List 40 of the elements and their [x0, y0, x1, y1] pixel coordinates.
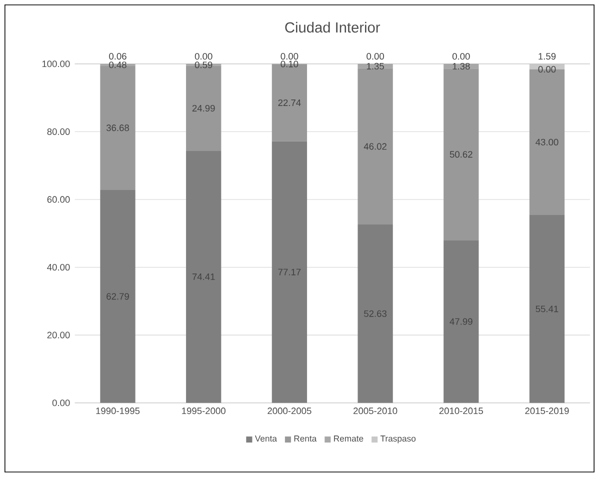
- data-label: 1.38: [452, 62, 470, 70]
- legend-label: Venta: [254, 436, 277, 442]
- data-label: 22.74: [278, 100, 301, 106]
- legend-label: Renta: [294, 436, 317, 442]
- data-label: 50.62: [450, 151, 472, 158]
- data-label: 0.00: [280, 53, 298, 60]
- data-label: 47.99: [450, 318, 472, 325]
- x-tick-label: 2015-2019: [525, 408, 569, 414]
- data-label: 0.00: [538, 66, 556, 73]
- data-label: 0.48: [109, 62, 126, 68]
- data-label: 36.68: [106, 124, 129, 132]
- x-tick-label: 2000-2005: [268, 408, 312, 414]
- data-label: 77.17: [278, 268, 301, 276]
- data-label: 55.41: [536, 306, 558, 312]
- data-label: 0.00: [452, 53, 470, 60]
- y-tick-label: 80.00: [47, 128, 70, 135]
- data-label: 0.59: [194, 62, 212, 68]
- y-tick-label: 0.00: [52, 400, 70, 406]
- x-tick-label: 2005-2010: [354, 408, 398, 414]
- x-tick-label: 2010-2015: [439, 408, 483, 414]
- data-label: 46.02: [364, 143, 386, 150]
- legend-label: Remate: [334, 436, 364, 442]
- data-label: 0.00: [194, 53, 212, 60]
- y-tick-label: 40.00: [47, 264, 70, 271]
- data-label: 1.59: [538, 53, 556, 60]
- data-label: 24.99: [192, 105, 215, 112]
- data-label: 0.06: [109, 53, 126, 60]
- data-label: 1.35: [366, 62, 384, 70]
- y-tick-label: 20.00: [47, 332, 70, 338]
- data-label: 43.00: [536, 138, 558, 146]
- x-tick-label: 1990-1995: [96, 408, 140, 414]
- y-tick-label: 100.00: [42, 60, 70, 68]
- legend-label: Traspaso: [380, 436, 416, 444]
- chart-title: Ciudad Interior: [285, 22, 380, 33]
- data-label: 62.79: [106, 293, 129, 300]
- y-tick-label: 60.00: [47, 196, 70, 203]
- data-label: 74.41: [192, 274, 215, 280]
- x-tick-label: 1995-2000: [182, 408, 226, 414]
- data-label: 52.63: [364, 310, 387, 317]
- data-label: 0.00: [366, 53, 384, 60]
